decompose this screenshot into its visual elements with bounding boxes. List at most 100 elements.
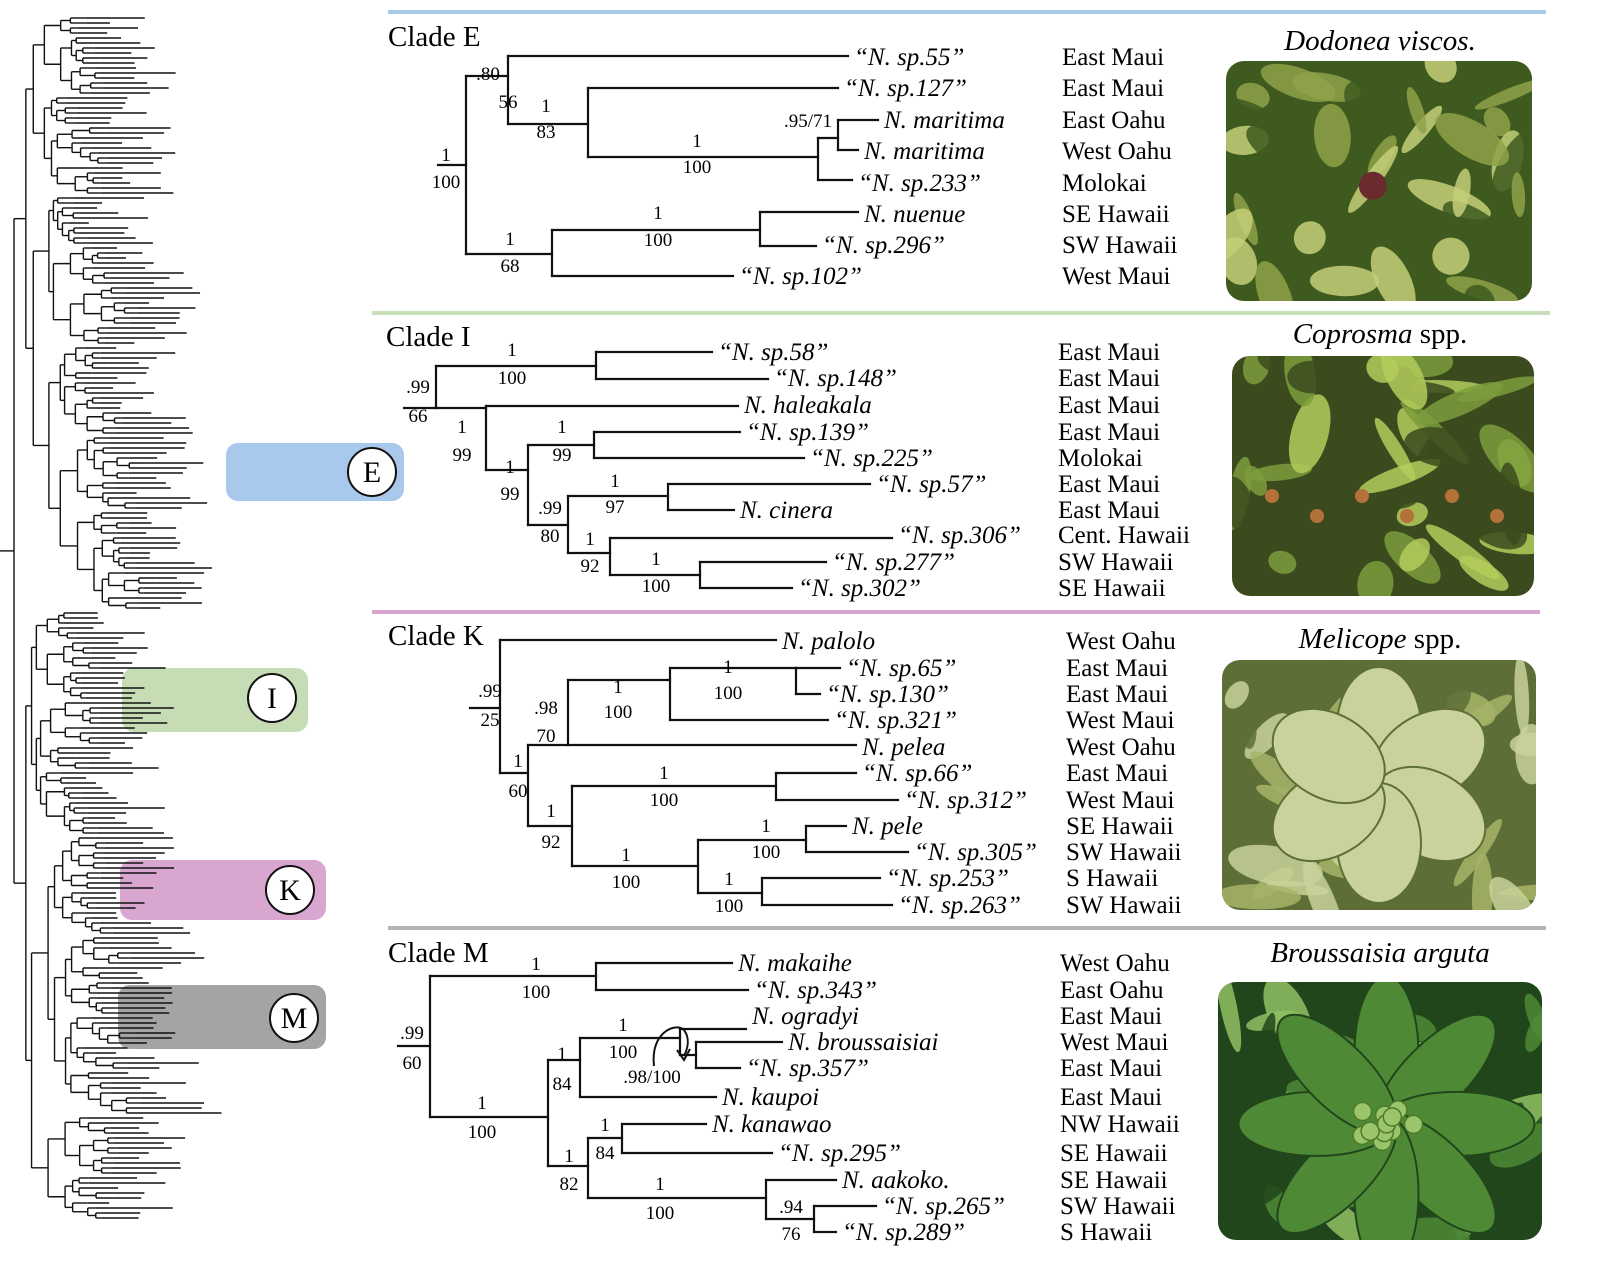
taxon-name: N. makaihe xyxy=(737,950,852,977)
taxon-name: N. pelea xyxy=(861,734,945,761)
bootstrap-value: 68 xyxy=(501,256,520,277)
taxon-name: “N. sp.225” xyxy=(810,445,933,472)
taxon-row: “N. sp.65” East Maui xyxy=(846,655,1168,682)
bootstrap-value: 25 xyxy=(481,710,500,731)
taxon-row: “N. sp.343” East Oahu xyxy=(754,977,1164,1004)
host-plant-photo xyxy=(1232,356,1534,596)
taxon-locality: West Maui xyxy=(1060,1029,1168,1056)
taxon-name: “N. sp.102” xyxy=(739,263,862,290)
host-plant-name: Coprosma spp. xyxy=(1293,318,1468,350)
host-plant-suffix: spp. xyxy=(1412,318,1467,350)
taxon-locality: SW Hawaii xyxy=(1058,549,1174,576)
taxon-name: N. haleakala xyxy=(743,392,872,419)
tag-letter: I xyxy=(267,682,277,715)
bootstrap-value: 84 xyxy=(553,1074,573,1095)
taxon-locality: West Oahu xyxy=(1062,138,1172,165)
bootstrap-value: 99 xyxy=(453,445,472,466)
posterior-probability: 1 xyxy=(613,677,623,698)
bootstrap-value: 100 xyxy=(612,872,641,893)
taxon-name: N. broussaisiai xyxy=(787,1029,939,1056)
taxon-name: “N. sp.306” xyxy=(898,522,1021,549)
taxon-locality: East Maui xyxy=(1062,44,1164,71)
overview-tag-K: K xyxy=(265,865,315,915)
taxon-name: N. maritima xyxy=(863,138,985,165)
posterior-probability: 1 xyxy=(659,763,669,784)
bootstrap-value: 60 xyxy=(403,1053,422,1074)
tag-letter: M xyxy=(281,1002,308,1035)
bootstrap-value: 100 xyxy=(683,157,712,178)
taxon-locality: SE Hawaii xyxy=(1062,201,1170,228)
bootstrap-value: 76 xyxy=(782,1224,801,1245)
posterior-probability: 1 xyxy=(441,145,451,166)
posterior-probability: 1 xyxy=(692,131,702,152)
overview-tree: E I K M xyxy=(0,17,404,1219)
bootstrap-value: 100 xyxy=(609,1042,638,1063)
taxon-locality: East Maui xyxy=(1060,1084,1162,1111)
clade-panel-I: Clade I “N. sp.58” East Maui “N. sp.148” Eas… xyxy=(386,318,1534,602)
taxon-row: N. palolo West Oahu xyxy=(781,628,1176,655)
bootstrap-value: 100 xyxy=(646,1203,675,1224)
bootstrap-value: 92 xyxy=(542,832,561,853)
taxon-row: “N. sp.225” Molokai xyxy=(810,445,1143,472)
taxon-row: “N. sp.58” East Maui xyxy=(718,339,1160,366)
host-plant-genus: Coprosma xyxy=(1293,318,1413,350)
taxon-row: “N. sp.253” S Hawaii xyxy=(886,865,1158,892)
taxon-name: “N. sp.321” xyxy=(834,707,957,734)
host-plant-genus: Melicope xyxy=(1298,623,1407,655)
host-plant-genus: Broussaisia arguta xyxy=(1270,937,1489,969)
taxon-name: “N. sp.57” xyxy=(876,471,986,498)
bootstrap-value: 97 xyxy=(606,497,625,518)
taxon-row: “N. sp.130” East Maui xyxy=(826,681,1168,708)
bootstrap-value: 56 xyxy=(499,92,518,113)
tag-letter: K xyxy=(279,874,301,907)
taxon-name: “N. sp.289” xyxy=(842,1219,965,1246)
taxon-name: “N. sp.357” xyxy=(746,1055,869,1082)
clade-title: Clade I xyxy=(386,321,471,353)
taxon-name: “N. sp.277” xyxy=(832,549,955,576)
bootstrap-value: 100 xyxy=(604,702,633,723)
taxon-row: “N. sp.148” East Maui xyxy=(774,365,1160,392)
taxon-locality: S Hawaii xyxy=(1066,865,1158,892)
taxon-row: “N. sp.302” SE Hawaii xyxy=(798,575,1166,602)
separator-rules xyxy=(372,10,1550,930)
overview-branches xyxy=(0,17,222,1219)
taxon-name: “N. sp.302” xyxy=(798,575,921,602)
taxon-row: N. pele SE Hawaii xyxy=(851,813,1174,840)
clade-title: Clade M xyxy=(388,937,489,969)
bootstrap-value: 84 xyxy=(596,1143,616,1164)
taxon-locality: East Maui xyxy=(1066,681,1168,708)
posterior-probability: 1 xyxy=(546,801,556,822)
taxon-name: N. pele xyxy=(851,813,923,840)
taxon-name: “N. sp.139” xyxy=(746,419,869,446)
clade-tree-branches xyxy=(402,350,894,590)
taxon-row: N. makaihe West Oahu xyxy=(737,950,1170,977)
taxon-locality: Cent. Hawaii xyxy=(1058,522,1190,549)
taxon-row: “N. sp.102” West Maui xyxy=(739,263,1170,290)
posterior-probability: 1 xyxy=(477,1093,487,1114)
taxon-locality: Molokai xyxy=(1058,445,1143,472)
taxon-name: “N. sp.127” xyxy=(844,75,967,102)
bootstrap-value: 82 xyxy=(560,1174,579,1195)
bootstrap-value: 99 xyxy=(501,484,520,505)
taxon-locality: Molokai xyxy=(1062,170,1147,197)
taxon-row: “N. sp.296” SW Hawaii xyxy=(822,232,1178,259)
taxon-locality: East Maui xyxy=(1060,1055,1162,1082)
clade-panel-E: Clade E “N. sp.55” East Maui “N. sp.127” Eas… xyxy=(388,21,1532,301)
taxon-name: “N. sp.312” xyxy=(904,787,1027,814)
taxon-name: N. ogradyi xyxy=(751,1003,859,1030)
posterior-probability: 1 xyxy=(557,417,567,438)
clade-title: Clade E xyxy=(388,21,481,53)
taxon-row: “N. sp.289” S Hawaii xyxy=(842,1219,1152,1246)
taxon-locality: East Maui xyxy=(1062,75,1164,102)
taxon-row: “N. sp.57” East Maui xyxy=(876,471,1160,498)
taxon-locality: East Oahu xyxy=(1062,107,1166,134)
curved-arrow xyxy=(652,1026,689,1067)
taxon-locality: East Maui xyxy=(1058,392,1160,419)
taxon-locality: West Oahu xyxy=(1060,950,1170,977)
taxon-name: “N. sp.263” xyxy=(898,892,1021,919)
arrow-head xyxy=(676,1048,691,1062)
host-plant-photo xyxy=(1226,61,1532,301)
overview-tag-M: M xyxy=(269,993,319,1043)
posterior-probability: 1 xyxy=(507,340,517,361)
